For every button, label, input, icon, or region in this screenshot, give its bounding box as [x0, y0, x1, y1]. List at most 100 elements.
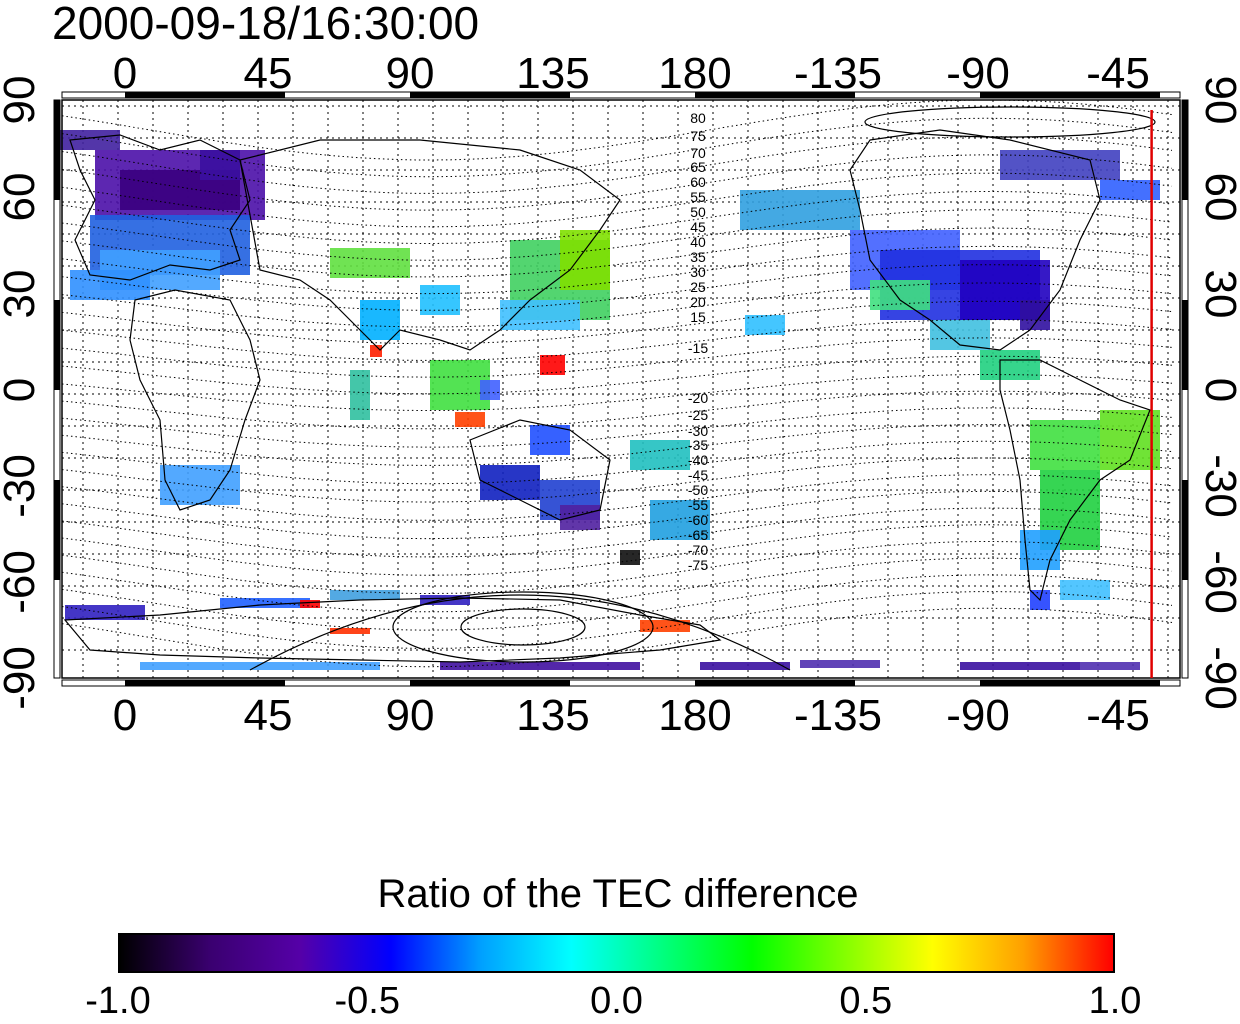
colorbar-tick-label: 1.0 [1088, 980, 1142, 1022]
frame-dash-left [54, 300, 60, 390]
coastline [849, 129, 1101, 351]
lat-tick-left: -30 [0, 454, 44, 518]
tec-patch [980, 350, 1040, 380]
lat-tick-left: -60 [0, 550, 44, 614]
contour-line [61, 424, 1173, 466]
contour-label: 15 [690, 309, 706, 325]
lon-tick-bottom: -90 [946, 691, 1010, 740]
tec-patch [630, 440, 690, 470]
frame-dash-bottom [695, 680, 855, 686]
frame-dash-top [410, 92, 570, 98]
lon-tick-bottom: 0 [113, 691, 137, 740]
colorbar-tick-label: -0.5 [334, 980, 400, 1022]
contour-label: 30 [690, 264, 706, 280]
lat-tick-right: -30 [1196, 454, 1240, 518]
tec-patch [700, 662, 790, 670]
tec-patch [1080, 662, 1140, 670]
contour-line [61, 407, 1173, 448]
contour-label: 25 [690, 279, 706, 295]
tec-patch [1030, 420, 1100, 470]
tec-patch [200, 150, 240, 180]
coastline [469, 419, 611, 521]
lon-tick-top: -135 [794, 49, 882, 98]
colorbar-tick-label: -1.0 [85, 980, 151, 1022]
tec-patch [740, 190, 860, 230]
contour-label: -30 [688, 423, 708, 439]
lon-tick-bottom: 45 [244, 691, 293, 740]
contour-ellipse-south-inner [460, 608, 586, 646]
contour-line [61, 591, 1173, 649]
contour-line [61, 154, 1173, 211]
tec-data-patches [60, 130, 1160, 670]
frame-dash-left [54, 100, 60, 200]
tec-patch [1100, 180, 1160, 200]
contour-label: -60 [688, 512, 708, 528]
contour-label: 65 [690, 159, 706, 175]
contour-line [61, 117, 1173, 178]
lat-tick-right: 0 [1196, 378, 1240, 402]
lat-tick-right: -60 [1196, 550, 1240, 614]
frame-dash-bottom [125, 680, 285, 686]
tec-patch [560, 230, 610, 290]
tec-patch [800, 660, 880, 668]
colorbar-tick-label: 0.0 [590, 980, 643, 1022]
contour-label: 75 [690, 128, 706, 144]
tec-patch [480, 380, 500, 400]
lon-tick-bottom: 180 [658, 691, 731, 740]
colorbar-tick-label: 0.5 [839, 980, 893, 1022]
contour-line [61, 319, 1173, 361]
lat-tick-left: -90 [0, 646, 44, 710]
frame-dash-bottom [980, 680, 1160, 686]
tec-patch [330, 248, 410, 278]
contour-label: -40 [688, 452, 708, 468]
tec-patch [360, 300, 400, 340]
contour-label: -25 [688, 407, 708, 423]
contour-label: 80 [690, 110, 706, 126]
tec-patch [330, 590, 400, 600]
tec-patch [560, 505, 600, 530]
contour-line [61, 507, 1173, 558]
contour-ellipse-south-mid [392, 591, 654, 663]
contour-label: -20 [688, 390, 708, 406]
lat-tick-left: 0 [0, 378, 44, 402]
contour-line [61, 390, 1173, 430]
tec-patch [420, 285, 460, 315]
lon-tick-top: 90 [386, 49, 435, 98]
tec-patch [140, 662, 380, 670]
tec-map: 8075706560555045403530252015-15-20-25-30… [0, 49, 1240, 740]
map-border [61, 99, 1181, 679]
colorbar [118, 933, 1115, 973]
contour-label: 50 [690, 204, 706, 220]
contour-label: -75 [688, 557, 708, 573]
colorbar-title: Ratio of the TEC difference [377, 872, 859, 916]
tec-patch [60, 130, 120, 150]
contour-label: 35 [690, 249, 706, 265]
map-frame [53, 91, 1189, 687]
frame-dash-right [1182, 480, 1188, 580]
lon-tick-top: 45 [244, 49, 293, 98]
contour-label: 20 [690, 294, 706, 310]
tec-patch [870, 280, 930, 310]
tec-patch [1020, 530, 1060, 570]
tec-patch [370, 345, 382, 357]
frame-dash-left [54, 480, 60, 580]
contour-label: 45 [690, 219, 706, 235]
contour-label: 40 [690, 234, 706, 250]
coastline [63, 597, 722, 663]
tec-patch [500, 300, 580, 330]
frame-dash-top [980, 92, 1160, 98]
coastline [999, 359, 1151, 602]
contour-label: 60 [690, 174, 706, 190]
contour-label: -50 [688, 482, 708, 498]
frame-dash-top [695, 92, 855, 98]
tec-patch [530, 425, 570, 455]
tec-patch [330, 628, 370, 634]
tec-patch [70, 270, 150, 300]
axis-tick-labels: 0 45 90 135 180 -135 -90 -45 0 45 90 135 180 -135 -90 -… [0, 49, 1240, 740]
coastline [239, 139, 621, 351]
lon-tick-bottom: -135 [794, 691, 882, 740]
lat-tick-left: 60 [0, 173, 44, 222]
frame-dash-right [1182, 300, 1188, 390]
contour-line [61, 574, 1173, 631]
